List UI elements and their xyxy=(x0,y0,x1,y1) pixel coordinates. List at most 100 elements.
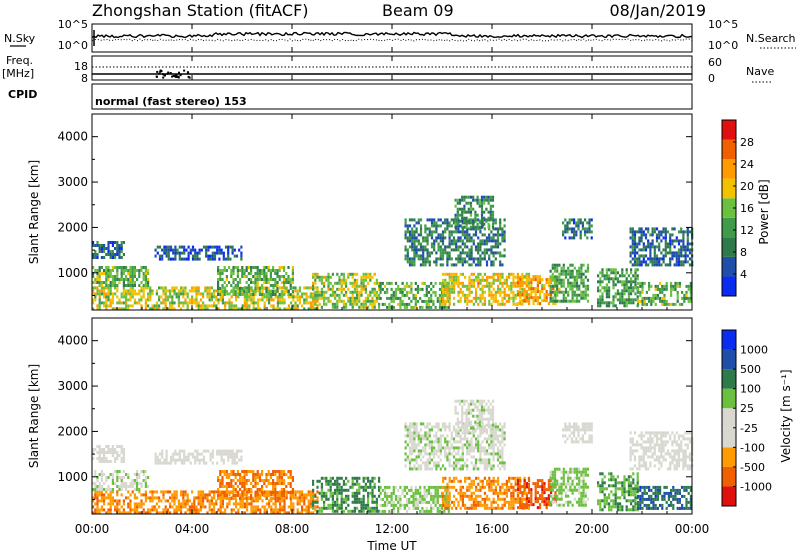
power-cell xyxy=(424,230,427,234)
power-cell xyxy=(463,230,467,234)
power-cell xyxy=(309,301,312,305)
power-cell xyxy=(448,287,451,291)
velocity-cell xyxy=(351,509,354,513)
velocity-cell xyxy=(283,488,286,491)
power-cell xyxy=(105,281,108,284)
power-cell xyxy=(280,293,283,296)
power-cell xyxy=(553,299,557,303)
power-cell xyxy=(397,287,400,291)
velocity-cell xyxy=(371,479,374,483)
velocity-cell xyxy=(98,508,101,512)
velocity-cell xyxy=(178,455,181,459)
power-cell xyxy=(235,304,238,308)
power-cell xyxy=(497,284,500,288)
power-cell xyxy=(298,286,301,290)
power-cell xyxy=(367,281,370,285)
velocity-cell xyxy=(165,461,168,465)
velocity-cell xyxy=(207,449,210,453)
power-cell xyxy=(684,230,687,234)
power-cell xyxy=(488,281,491,285)
power-cell xyxy=(287,304,290,308)
velocity-cell xyxy=(283,499,286,503)
velocity-cell xyxy=(270,493,273,497)
power-cell xyxy=(140,281,143,284)
power-cell xyxy=(183,245,186,249)
power-cell xyxy=(474,245,478,249)
power-cell xyxy=(430,242,434,246)
power-cell xyxy=(279,301,282,305)
power-cell xyxy=(501,239,504,243)
velocity-cell xyxy=(298,496,301,500)
power-cell xyxy=(417,239,420,243)
power-cell xyxy=(230,275,233,278)
velocity-cell xyxy=(122,451,125,454)
power-cell xyxy=(464,299,467,303)
power-cell xyxy=(442,281,445,285)
power-cell xyxy=(649,242,652,246)
power-cell xyxy=(274,293,277,296)
power-cell xyxy=(205,245,208,249)
power-cell xyxy=(490,275,493,279)
power-cell xyxy=(430,296,433,300)
velocity-cell xyxy=(216,449,219,453)
freq-dot xyxy=(177,76,180,79)
velocity-cell xyxy=(105,490,108,494)
power-cell xyxy=(623,289,626,293)
power-cell xyxy=(503,218,506,222)
velocity-cell xyxy=(422,422,425,426)
velocity-cell xyxy=(439,440,442,444)
velocity-cell xyxy=(240,455,243,459)
power-cell xyxy=(532,302,535,306)
velocity-cell xyxy=(235,499,238,503)
velocity-cell xyxy=(174,461,177,465)
velocity-cell xyxy=(241,482,244,485)
velocity-cell xyxy=(438,509,442,513)
velocity-cell xyxy=(362,494,365,498)
velocity-cell xyxy=(405,509,409,513)
velocity-cell xyxy=(421,509,424,513)
power-cell xyxy=(631,233,634,237)
velocity-cell xyxy=(164,511,167,515)
velocity-cell xyxy=(419,500,422,504)
power-cell xyxy=(605,274,608,278)
power-cell xyxy=(142,289,145,293)
velocity-cell xyxy=(463,431,467,435)
power-cell xyxy=(225,269,228,272)
power-cell xyxy=(643,296,646,300)
velocity-cell xyxy=(428,440,431,444)
power-cell xyxy=(221,278,224,281)
power-cell xyxy=(521,290,524,294)
velocity-cell xyxy=(362,476,365,480)
power-cell xyxy=(413,245,416,249)
power-cell xyxy=(125,284,128,287)
power-cell xyxy=(444,230,447,234)
velocity-cell xyxy=(272,502,275,506)
velocity-cell xyxy=(435,449,438,453)
power-cell xyxy=(213,251,217,255)
velocity-cell xyxy=(225,488,228,491)
power-cell xyxy=(458,207,462,211)
velocity-cell xyxy=(416,503,420,507)
velocity-cell xyxy=(142,493,145,497)
velocity-cell xyxy=(371,494,374,498)
power-cell xyxy=(441,221,445,225)
velocity-cell xyxy=(122,511,125,515)
power-cell xyxy=(379,281,382,285)
power-cell xyxy=(369,293,372,297)
power-cell xyxy=(523,293,526,297)
power-cell xyxy=(586,284,590,288)
power-cell xyxy=(627,286,630,290)
power-cell xyxy=(682,263,685,267)
power-cell xyxy=(636,277,639,281)
power-cell xyxy=(530,278,533,282)
velocity-cell xyxy=(230,482,233,485)
power-cell xyxy=(131,269,134,272)
velocity-cell xyxy=(241,491,244,494)
power-cell xyxy=(122,272,125,275)
power-cell xyxy=(92,266,95,269)
power-cell xyxy=(489,204,492,208)
power-cell xyxy=(616,280,619,284)
velocity-cell xyxy=(309,511,312,515)
power-cell xyxy=(394,287,398,291)
velocity-cell xyxy=(267,482,270,485)
